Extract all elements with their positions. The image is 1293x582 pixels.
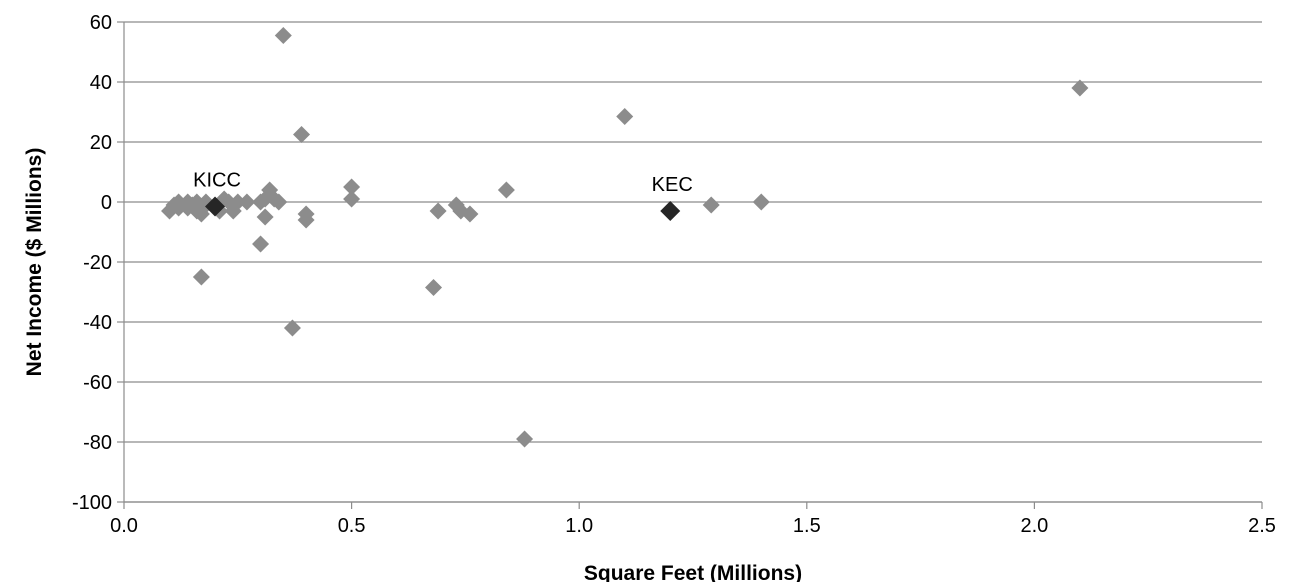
data-point [752, 193, 770, 211]
x-tick-label: 2.5 [1248, 515, 1276, 537]
y-tick-label: 40 [90, 72, 112, 94]
data-point [274, 27, 292, 44]
y-tick-label: 60 [90, 12, 112, 34]
data-point [192, 268, 210, 286]
y-tick-label: 0 [101, 192, 112, 214]
y-tick-label: -80 [83, 432, 112, 454]
data-point [343, 190, 361, 208]
x-tick-label: 1.5 [793, 515, 821, 537]
data-point [238, 193, 256, 211]
point-label-kicc: KICC [193, 170, 241, 192]
data-point [297, 211, 315, 229]
y-tick-label: -20 [83, 252, 112, 274]
y-tick-label: -100 [72, 492, 112, 514]
x-tick-label: 1.0 [565, 515, 593, 537]
data-point [425, 279, 443, 296]
gridlines [117, 21, 1263, 509]
point-labels: KICC KEC [193, 170, 693, 197]
x-tick-label: 0.0 [110, 515, 138, 537]
y-tick-label: -40 [83, 312, 112, 334]
y-tick-label: 20 [90, 132, 112, 154]
data-point [343, 178, 361, 196]
y-axis-title: Net Income ($ Millions) [23, 148, 46, 377]
data-point [256, 208, 274, 226]
x-tick-label: 2.0 [1020, 515, 1048, 537]
data-point [516, 430, 534, 448]
data-point [461, 205, 479, 223]
data-point [252, 235, 270, 253]
axes [123, 22, 1262, 503]
x-axis-title: Square Feet (Millions) [584, 562, 802, 582]
y-tick-label: -60 [83, 372, 112, 394]
data-point [270, 193, 288, 211]
data-point [497, 181, 515, 199]
point-kec [660, 201, 681, 221]
data-point [283, 319, 301, 337]
y-tick-labels: -100 -80 -60 -40 -20 0 20 40 60 [72, 12, 112, 514]
data-point [1071, 79, 1089, 97]
x-tick-labels: 0.0 0.5 1.0 1.5 2.0 2.5 [110, 515, 1276, 537]
data-point [702, 196, 720, 214]
point-kicc [205, 196, 226, 217]
data-point [293, 126, 311, 143]
point-label-kec: KEC [652, 174, 693, 196]
data-point [616, 108, 634, 125]
data-point [229, 193, 247, 211]
data-point [429, 202, 447, 220]
x-tick-label: 0.5 [338, 515, 366, 537]
data-points [161, 27, 1089, 448]
